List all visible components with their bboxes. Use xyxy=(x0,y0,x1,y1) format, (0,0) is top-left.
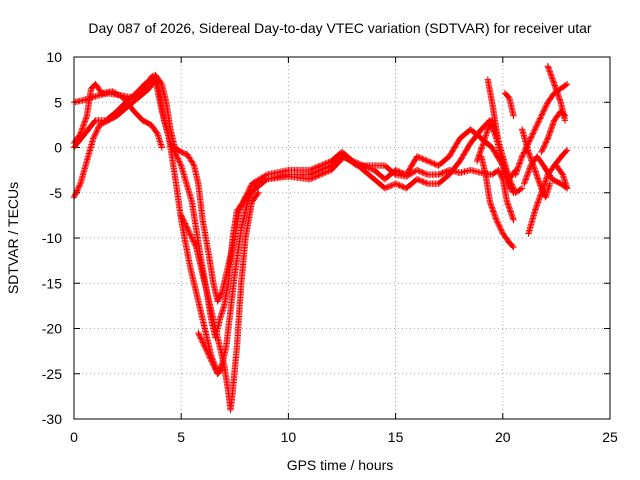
data-series xyxy=(484,76,513,192)
x-tick-label: 0 xyxy=(70,429,78,445)
y-tick-label: -30 xyxy=(42,411,62,427)
x-tick-label: 25 xyxy=(602,429,618,445)
data-points xyxy=(70,62,571,414)
data-series xyxy=(544,62,569,124)
y-tick-label: 5 xyxy=(54,94,62,110)
x-tick-label: 5 xyxy=(177,429,185,445)
data-point-markers xyxy=(544,62,569,124)
data-series xyxy=(195,329,226,377)
y-tick-label: -5 xyxy=(50,185,63,201)
y-tick-label: 10 xyxy=(46,49,62,65)
data-point-markers xyxy=(195,329,226,377)
grid-lines xyxy=(74,57,610,419)
x-tick-label: 20 xyxy=(495,429,511,445)
chart-title: Day 087 of 2026, Sidereal Day-to-day VTE… xyxy=(88,20,592,36)
x-tick-label: 10 xyxy=(281,429,297,445)
y-tick-label: -25 xyxy=(42,366,62,382)
data-series xyxy=(478,153,517,251)
y-tick-label: -20 xyxy=(42,321,62,337)
y-axis-label: SDTVAR / TECUs xyxy=(5,182,21,294)
data-point-markers xyxy=(553,162,571,192)
data-point-markers xyxy=(518,126,554,201)
data-point-markers xyxy=(484,76,513,192)
x-axis-label: GPS time / hours xyxy=(287,457,394,473)
data-point-markers xyxy=(478,153,517,251)
tick-labels: 0 5 10 15 20 25 10 5 0 -5 -10 -15 -20 -25 -30 xyxy=(42,49,618,445)
y-tick-label: -15 xyxy=(42,275,62,291)
data-series xyxy=(178,189,262,414)
data-series xyxy=(553,162,571,192)
y-tick-label: -10 xyxy=(42,230,62,246)
plot-frame xyxy=(73,56,611,420)
data-series xyxy=(501,90,517,119)
x-tick-label: 15 xyxy=(388,429,404,445)
data-series xyxy=(518,126,554,201)
y-tick-label: 0 xyxy=(54,140,62,156)
data-point-markers xyxy=(178,189,262,414)
data-point-markers xyxy=(501,90,517,119)
